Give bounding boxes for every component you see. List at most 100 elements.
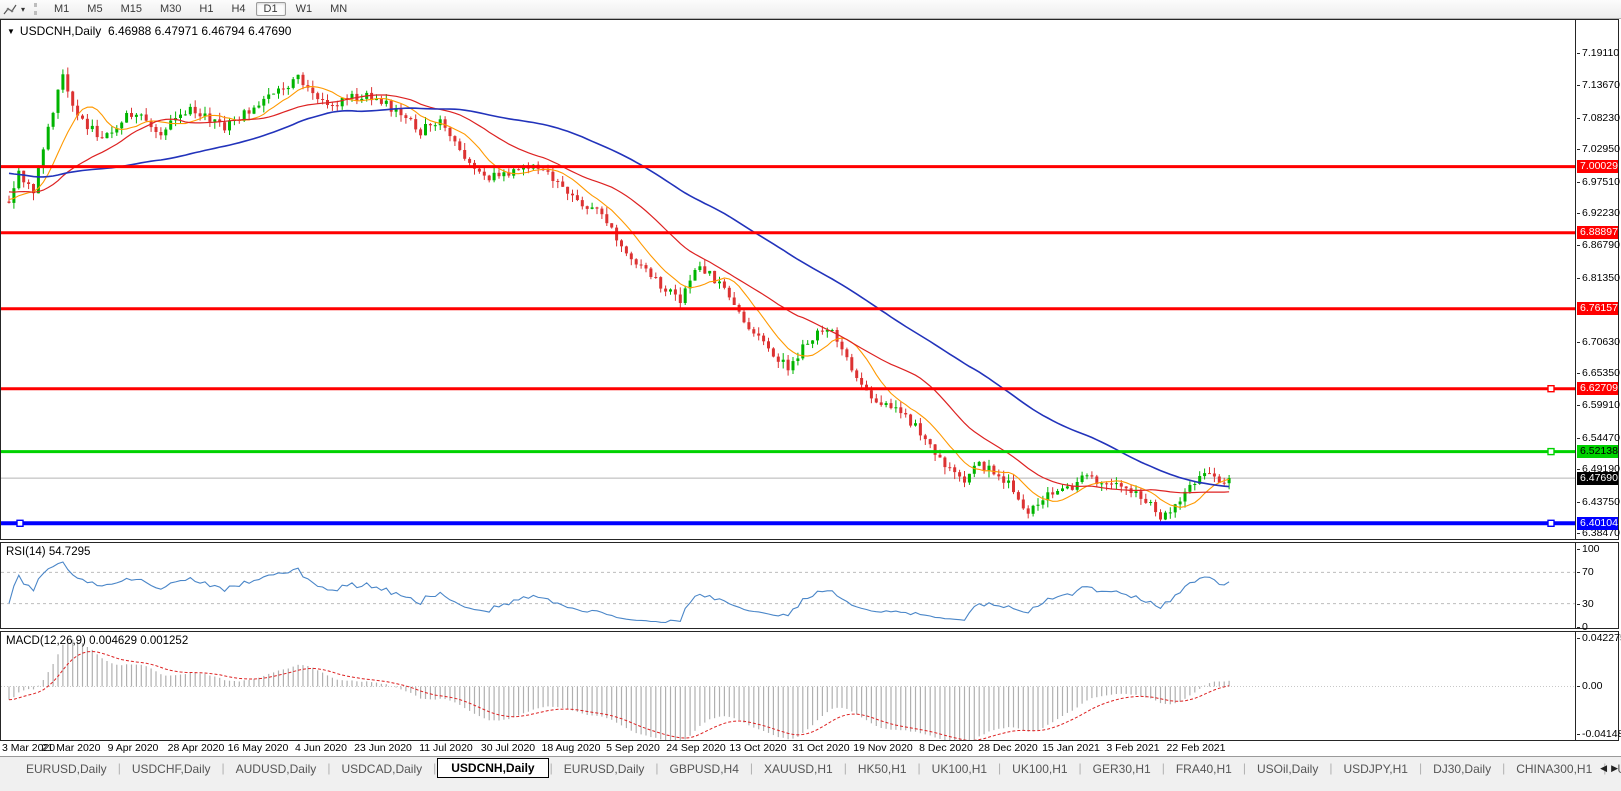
top-toolbar: ▾ M1 M5 M15 M30 H1 H4 D1 W1 MN — [0, 0, 1621, 19]
chart-tab-usoil[interactable]: USOil, — [1607, 760, 1621, 778]
chart-tab-fra40-h1[interactable]: FRA40,H1 — [1175, 762, 1232, 776]
chart-tab-usoil-daily[interactable]: USOil,Daily — [1256, 762, 1319, 776]
date-axis-label: 21 Mar 2020 — [41, 742, 101, 754]
tab-separator: | — [1078, 761, 1082, 775]
toolbar-grip[interactable] — [34, 3, 38, 15]
tab-separator: | — [1418, 761, 1423, 775]
main-chart-panel: ▼ USDCNH,Daily 6.46988 6.47971 6.46794 6.… — [0, 19, 1620, 540]
macd-axis-tick: 0.042275 — [1577, 632, 1621, 644]
ma-fast-line — [8, 86, 1230, 508]
timeframe-button-m1[interactable]: M1 — [54, 2, 70, 15]
timeframe-button-h4[interactable]: H4 — [231, 2, 246, 15]
chart-tab-uk100-h1[interactable]: UK100,H1 — [931, 762, 988, 776]
timeframe-button-m5[interactable]: M5 — [87, 2, 103, 15]
date-axis-label: 30 Jul 2020 — [480, 742, 536, 754]
level-handle — [16, 519, 24, 527]
price-axis-tick: 7.13670 — [1577, 79, 1620, 91]
date-axis-label: 3 Mar 2020 — [2, 742, 56, 754]
chart-title-caret-icon[interactable]: ▼ — [7, 27, 15, 36]
chart-symbol: USDCNH,Daily — [19, 24, 102, 38]
price-axis-tick: 6.38470 — [1577, 527, 1620, 539]
tab-scroll-right-icon[interactable]: ▶ — [1611, 763, 1618, 773]
macd-signal-line — [8, 650, 1230, 740]
chart-tab-gbpusd-h4[interactable]: GBPUSD,H4 — [669, 762, 739, 776]
date-axis-label: 23 Jun 2020 — [354, 742, 412, 754]
main-plot-area[interactable] — [1, 20, 1576, 539]
tab-scroll-left-icon[interactable]: ◀ — [1600, 763, 1608, 773]
tab-separator: | — [1161, 761, 1165, 775]
level-price-badge: 6.62709 — [1577, 382, 1618, 395]
level-price-badge: 6.88897 — [1577, 226, 1618, 239]
ma-slow-line — [8, 107, 1230, 488]
chart-tab-usdcnh-daily[interactable]: USDCNH,Daily — [437, 758, 549, 778]
chart-tab-ger30-h1[interactable]: GER30,H1 — [1092, 762, 1151, 776]
macd-label: MACD(12,26,9) 0.004629 0.001252 — [6, 635, 189, 647]
macd-axis: 0.042275 0.00 -0.04148 — [1577, 632, 1621, 740]
rsi-plot-area[interactable] — [1, 543, 1576, 628]
tab-separator: | — [749, 761, 754, 775]
tab-separator: | — [655, 761, 659, 775]
chart-tab-usdjpy-h1[interactable]: USDJPY,H1 — [1343, 762, 1408, 776]
level-handle — [1547, 519, 1555, 527]
price-axis-tick: 6.86790 — [1577, 239, 1620, 251]
price-axis-tick: 6.54470 — [1577, 432, 1620, 444]
chart-ohlc: 6.46988 6.47971 6.46794 6.47690 — [107, 24, 292, 38]
chart-tabbar: EURUSD,Daily | USDCHF,Daily | AUDUSD,Daily | U… — [0, 756, 1621, 791]
date-axis-label: 5 Sep 2020 — [606, 742, 660, 754]
macd-chart — [1, 639, 1575, 740]
timeframe-button-h1[interactable]: H1 — [199, 2, 214, 15]
chart-tab-usdchf-daily[interactable]: USDCHF,Daily — [131, 762, 211, 776]
chart-tab-uk100-h1[interactable]: UK100,H1 — [1012, 762, 1068, 776]
price-axis-tick: 6.65350 — [1577, 367, 1620, 379]
rsi-axis: 100 70 30 0 — [1577, 543, 1618, 633]
chart-tab-hk50-h1[interactable]: HK50,H1 — [857, 762, 907, 776]
chart-tab-china300-h1[interactable]: CHINA300,H1 — [1516, 762, 1593, 776]
timeframe-button-m30[interactable]: M30 — [159, 2, 182, 15]
price-axis: 7.19110 7.13670 7.08230 7.02950 6.97510 6.922… — [1577, 20, 1620, 539]
tab-separator: | — [1502, 761, 1506, 775]
tab-separator: | — [917, 761, 921, 775]
chart-tab-dj30-daily[interactable]: DJ30,Daily — [1433, 762, 1492, 776]
macd-plot-area[interactable] — [1, 632, 1576, 740]
rsi-line — [8, 561, 1230, 624]
rsi-label: RSI(14) 54.7295 — [6, 546, 91, 558]
rsi-axis-tick: 100 — [1577, 543, 1618, 555]
price-axis-tick: 7.08230 — [1577, 112, 1620, 124]
date-axis-label: 28 Apr 2020 — [167, 742, 225, 754]
tab-separator: | — [843, 761, 847, 775]
date-axis-label: 13 Oct 2020 — [729, 742, 787, 754]
chart-title[interactable]: ▼ USDCNH,Daily 6.46988 6.47971 6.46794 6.… — [7, 24, 291, 38]
ma-mid-line — [8, 94, 1230, 494]
timeframe-button-m15[interactable]: M15 — [120, 2, 142, 15]
chart-tab-usdcad-daily[interactable]: USDCAD,Daily — [341, 762, 423, 776]
level-price-badge: 6.40104 — [1577, 517, 1618, 530]
line-studies-icon[interactable] — [3, 3, 18, 16]
macd-panel: MACD(12,26,9) 0.004629 0.001252 0.042275… — [0, 631, 1621, 741]
date-axis-label: 4 Jun 2020 — [295, 742, 347, 754]
candlestick-chart — [1, 67, 1575, 527]
price-axis-tick: 6.81350 — [1577, 272, 1620, 284]
price-axis-tick: 6.97510 — [1577, 176, 1620, 188]
rsi-chart — [1, 561, 1575, 624]
price-axis-tick: 6.70630 — [1577, 336, 1620, 348]
date-axis-label: 18 Aug 2020 — [541, 742, 601, 754]
tab-scroll-buttons: ◀ ▶ — [1600, 763, 1618, 774]
date-axis-label: 3 Feb 2021 — [1106, 742, 1160, 754]
tab-separator: | — [117, 761, 121, 775]
dropdown-caret-icon[interactable]: ▾ — [21, 4, 26, 14]
timeframe-button-w1[interactable]: W1 — [295, 2, 313, 15]
rsi-axis-tick: 0 — [1577, 621, 1618, 633]
chart-tab-audusd-daily[interactable]: AUDUSD,Daily — [235, 762, 317, 776]
chart-tab-eurusd-daily[interactable]: EURUSD,Daily — [563, 762, 645, 776]
tab-separator: | — [1603, 761, 1607, 775]
macd-axis-tick: 0.00 — [1577, 680, 1618, 692]
price-axis-tick: 6.59910 — [1577, 399, 1620, 411]
chart-tab-eurusd-daily[interactable]: EURUSD,Daily — [26, 762, 107, 776]
rsi-panel: RSI(14) 54.7295 100 70 30 0 — [0, 542, 1619, 633]
tab-separator: | — [433, 761, 437, 775]
timeframe-button-d1[interactable]: D1 — [255, 1, 286, 16]
tab-separator: | — [327, 761, 331, 775]
chart-tab-xauusd-h1[interactable]: XAUUSD,H1 — [764, 762, 833, 776]
macd-axis-tick: -0.04148 — [1577, 728, 1621, 740]
timeframe-button-mn[interactable]: MN — [330, 2, 348, 15]
